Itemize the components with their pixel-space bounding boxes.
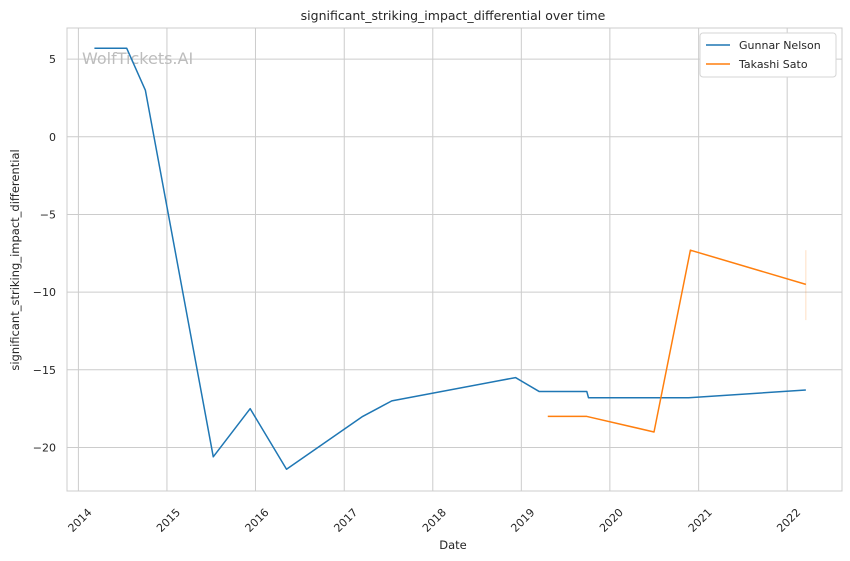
legend-entry-takashi-sato: Takashi Sato bbox=[738, 58, 808, 71]
y-tick-label-3: −10 bbox=[33, 286, 56, 299]
x-tick-label-2020: 2020 bbox=[597, 506, 626, 535]
x-tick-label-2014: 2014 bbox=[66, 506, 95, 535]
y-tick-label-2: −5 bbox=[40, 208, 56, 221]
series-layer bbox=[94, 47, 807, 470]
y-axis-label: significant_striking_impact_differential bbox=[8, 149, 22, 370]
y-tick-label-0: 5 bbox=[49, 53, 56, 66]
x-axis-ticks: 2014 2015 2016 2017 2018 2019 2020 2021 2022 bbox=[66, 506, 804, 535]
y-tick-label-1: 0 bbox=[49, 131, 56, 144]
x-axis-label: Date bbox=[439, 538, 467, 552]
x-tick-label-2015: 2015 bbox=[154, 506, 183, 535]
x-tick-label-2017: 2017 bbox=[331, 506, 360, 535]
y-tick-label-4: −15 bbox=[33, 364, 56, 377]
series-line-takashi-sato bbox=[547, 249, 807, 433]
chart-title: significant_striking_impact_differential… bbox=[301, 8, 606, 23]
y-axis-ticks: 5 0 −5 −10 −15 −20 bbox=[33, 53, 56, 454]
legend: Gunnar Nelson Takashi Sato bbox=[699, 32, 837, 78]
grid bbox=[67, 28, 842, 491]
watermark: WolfTickets.AI bbox=[82, 49, 193, 68]
x-tick-label-2018: 2018 bbox=[420, 506, 449, 535]
legend-box bbox=[699, 32, 837, 78]
x-tick-label-2021: 2021 bbox=[686, 506, 715, 535]
x-tick-label-2016: 2016 bbox=[243, 506, 272, 535]
x-tick-label-2022: 2022 bbox=[774, 506, 803, 535]
y-tick-label-5: −20 bbox=[33, 441, 56, 454]
series-line-gunnar-nelson bbox=[94, 47, 806, 470]
x-tick-label-2019: 2019 bbox=[508, 506, 537, 535]
legend-entry-gunnar-nelson: Gunnar Nelson bbox=[739, 39, 821, 52]
plot-frame bbox=[66, 27, 843, 492]
